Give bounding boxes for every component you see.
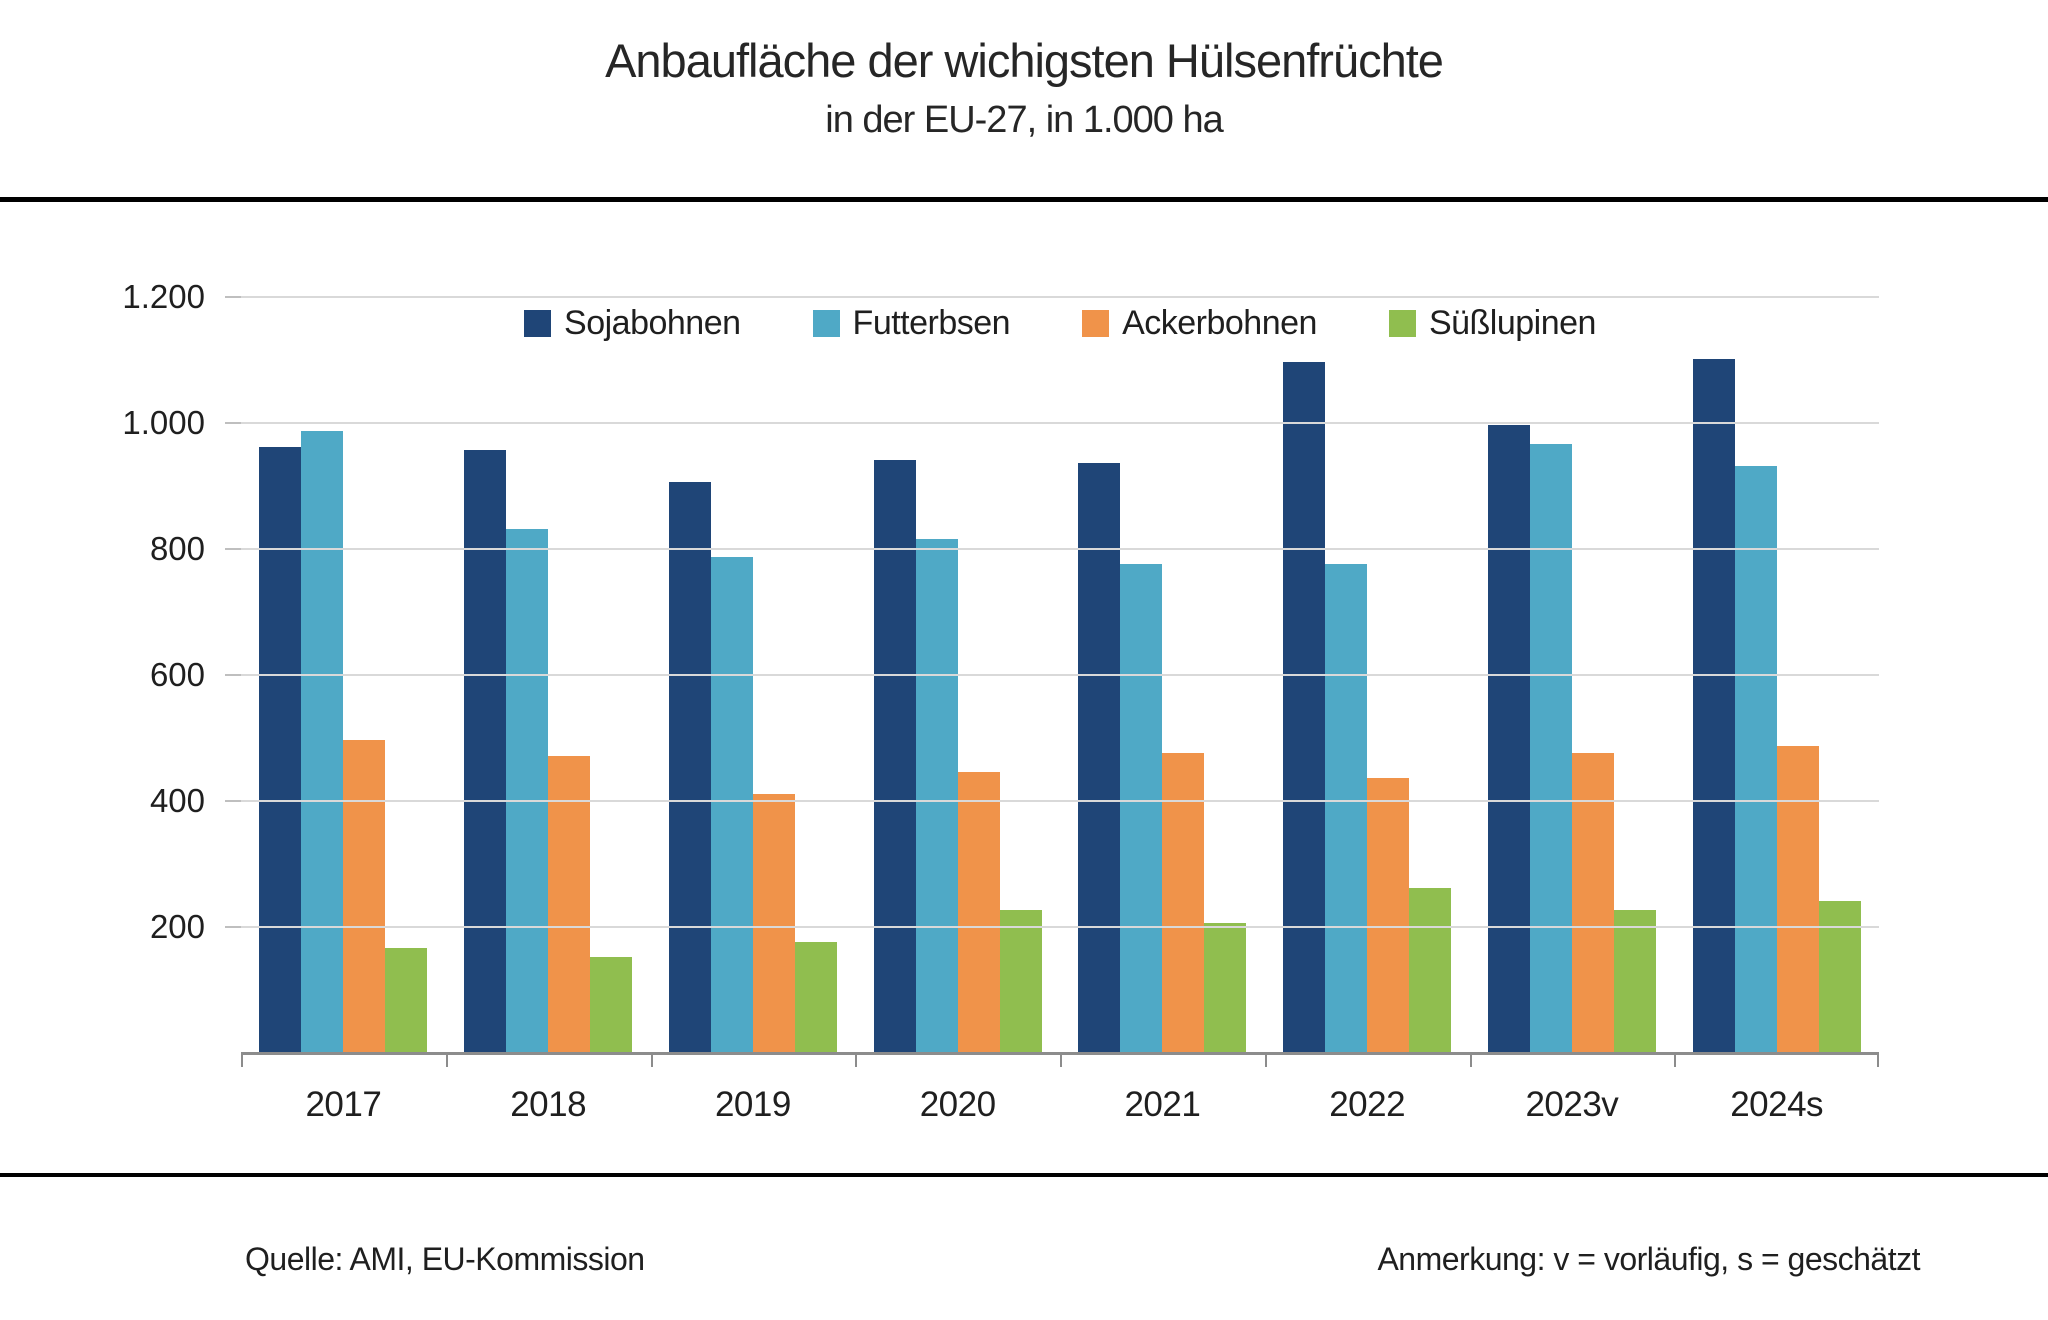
y-axis-tick-400 (225, 800, 241, 802)
bar-ackerbohnen-2019 (752, 794, 795, 1052)
x-axis-tick-8 (1877, 1053, 1879, 1067)
y-axis-tick-labels: 200 400 600 800 1.000 1.200 (0, 278, 205, 1052)
x-axis-label-2024s: 2024s (1730, 1085, 1824, 1124)
bar-s-lupinen-2021 (1204, 923, 1247, 1052)
y-axis-tick-1000 (225, 422, 241, 424)
y-axis-tick-1200 (225, 296, 241, 298)
legend-item-sojabohnen: Sojabohnen (524, 305, 741, 341)
bar-s-lupinen-2018 (590, 957, 633, 1052)
bar-ackerbohnen-2017 (343, 740, 386, 1052)
legend-label-ackerbohnen: Ackerbohnen (1122, 304, 1317, 342)
legend-swatch-ackerbohnen (1082, 309, 1110, 337)
bar-futterbsen-2021 (1120, 564, 1163, 1052)
bar-sojabohnen-2022 (1283, 362, 1326, 1052)
bar-sojabohnen-2023v (1487, 425, 1530, 1052)
y-axis-label-400: 400 (149, 782, 205, 819)
legend-swatch-futterbsen (812, 309, 840, 337)
legend: Sojabohnen Futterbsen Ackerbohnen Süßlupine… (241, 303, 1879, 343)
legend-label-s-lupinen: Süßlupinen (1428, 304, 1597, 342)
x-axis-label-2017: 2017 (305, 1085, 382, 1124)
bar-ackerbohnen-2022 (1367, 778, 1410, 1052)
bar-futterbsen-2019 (710, 557, 753, 1052)
bar-s-lupinen-2024s (1818, 901, 1861, 1052)
bar-s-lupinen-2017 (385, 948, 428, 1052)
bar-group-2021 (1060, 296, 1265, 1052)
bar-sojabohnen-2018 (464, 450, 507, 1052)
x-axis-label-2019: 2019 (714, 1085, 791, 1124)
bar-ackerbohnen-2024s (1776, 746, 1819, 1052)
bar-sojabohnen-2024s (1692, 359, 1735, 1052)
bar-ackerbohnen-2018 (548, 756, 591, 1052)
bar-futterbsen-2020 (915, 539, 958, 1052)
source-text: Quelle: AMI, EU-Kommission (245, 1241, 645, 1277)
bar-futterbsen-2018 (506, 529, 549, 1052)
legend-label-futterbsen: Futterbsen (852, 304, 1011, 342)
chart-title: Anbaufläche der wichigsten Hülsenfrüchte (605, 34, 1444, 87)
plot-area (225, 296, 1879, 1067)
legend-item-s-lupinen: Süßlupinen (1388, 304, 1597, 342)
gridline-400 (241, 800, 1879, 802)
legend-item-ackerbohnen: Ackerbohnen (1082, 305, 1317, 341)
gridline-800 (241, 548, 1879, 550)
legend-swatch-sojabohnen (524, 309, 552, 337)
bar-futterbsen-2022 (1325, 564, 1368, 1052)
bar-sojabohnen-2021 (1078, 463, 1121, 1052)
legend-swatch-s-lupinen (1388, 309, 1416, 337)
bar-groups (241, 296, 1879, 1052)
y-axis-label-600: 600 (149, 656, 205, 693)
legend-label-sojabohnen: Sojabohnen (564, 304, 741, 342)
legend-item-futterbsen: Futterbsen (812, 304, 1011, 342)
bar-group-2022 (1265, 296, 1470, 1052)
y-axis-label-1000: 1.000 (122, 404, 205, 441)
x-axis-tick-0 (241, 1053, 243, 1067)
bar-sojabohnen-2017 (259, 447, 302, 1052)
x-axis-tick-7 (1674, 1053, 1677, 1067)
bar-ackerbohnen-2021 (1162, 753, 1205, 1052)
y-axis-label-800: 800 (149, 530, 205, 567)
bar-futterbsen-2023v (1529, 444, 1572, 1052)
bar-ackerbohnen-2023v (1571, 753, 1614, 1052)
bar-s-lupinen-2019 (794, 942, 837, 1052)
bar-group-2019 (651, 296, 856, 1052)
bottom-separator-line (0, 1173, 2048, 1177)
x-axis-tick-6 (1469, 1053, 1472, 1067)
bar-futterbsen-2017 (301, 431, 344, 1052)
note-text: Anmerkung: v = vorläufig, s = geschätzt (1377, 1241, 1920, 1277)
bar-sojabohnen-2019 (668, 482, 711, 1052)
x-axis-tick-4 (1060, 1053, 1062, 1067)
x-axis-tick-1 (445, 1053, 448, 1067)
bar-group-2020 (855, 296, 1060, 1052)
x-axis-label-2020: 2020 (919, 1085, 996, 1124)
x-axis-tick-2 (650, 1053, 653, 1067)
bar-futterbsen-2024s (1734, 466, 1777, 1052)
x-axis-label-2022: 2022 (1329, 1085, 1406, 1124)
gridline-200 (241, 926, 1879, 928)
x-axis-tick-5 (1264, 1053, 1267, 1067)
gridline-1000 (241, 422, 1879, 424)
bar-group-2018 (446, 296, 651, 1052)
bar-group-2024s (1674, 296, 1879, 1052)
y-axis-label-1200: 1.200 (122, 278, 205, 315)
y-axis-label-200: 200 (149, 908, 205, 945)
bar-group-2023v (1470, 296, 1675, 1052)
x-axis-tick-3 (855, 1053, 858, 1067)
bar-ackerbohnen-2020 (957, 772, 1000, 1052)
bar-group-2017 (241, 296, 446, 1052)
x-axis-label-2021: 2021 (1124, 1085, 1201, 1124)
bar-sojabohnen-2020 (873, 460, 916, 1052)
bar-s-lupinen-2023v (1613, 910, 1656, 1052)
y-axis-tick-600 (225, 674, 241, 676)
y-axis-tick-200 (225, 926, 241, 928)
x-axis-label-2023v: 2023v (1525, 1085, 1619, 1124)
top-separator-line (0, 197, 2048, 202)
bar-s-lupinen-2020 (999, 910, 1042, 1052)
chart-subtitle: in der EU-27, in 1.000 ha (825, 99, 1224, 141)
y-axis-tick-800 (225, 548, 241, 550)
x-axis-label-2018: 2018 (510, 1085, 587, 1124)
gridline-1200 (241, 296, 1879, 298)
bar-s-lupinen-2022 (1409, 888, 1452, 1052)
gridline-600 (241, 674, 1879, 676)
x-axis-tick-labels: 2017 2018 2019 2020 2021 2022 2023v 2024s (241, 1082, 1879, 1128)
